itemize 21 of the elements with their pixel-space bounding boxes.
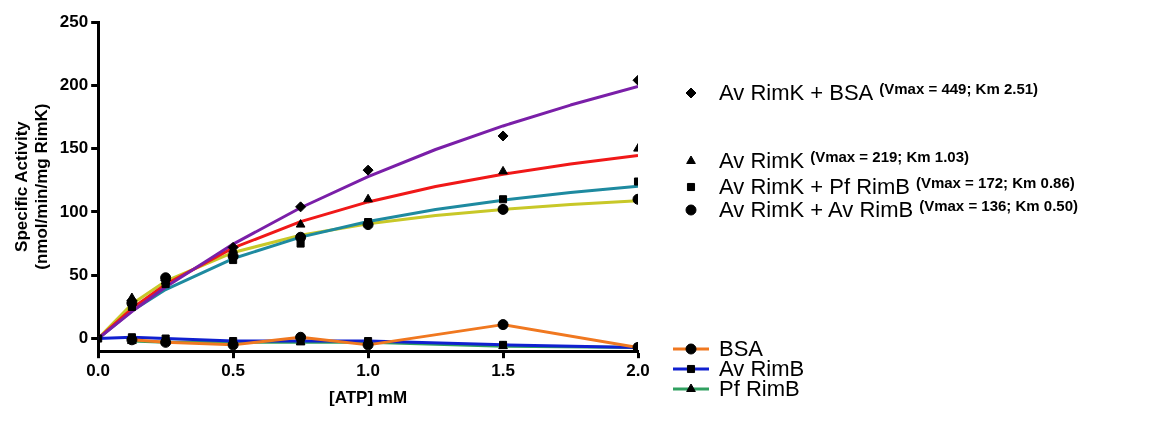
text: (Vmax = 449; Km 2.51)	[879, 80, 1039, 97]
y-tick-label: 50	[69, 264, 89, 284]
x-tick-label: 1.0	[356, 361, 380, 381]
legend-label: Av RimK + BSA	[719, 80, 874, 106]
text: (Vmax = 136; Km 0.50)	[919, 197, 1079, 214]
y-axis-title: Specific Activity (nmol/min/mg RimK)	[11, 103, 52, 270]
legend-label: Av RimK + Av RimB	[719, 197, 914, 223]
y-tick-label: 150	[59, 138, 89, 158]
x-tick-label: 0.5	[221, 361, 245, 381]
text: (Vmax = 219; Km 1.03)	[810, 148, 970, 165]
y-tick-label: 200	[59, 75, 89, 94]
x-axis-title: [ATP] mM	[329, 388, 408, 408]
x-tick-label: 1.5	[491, 361, 515, 381]
legend-label: Av RimK	[719, 148, 805, 174]
x-tick-label: 2.0	[626, 361, 650, 381]
legend-label: Av RimK + Pf RimB	[719, 174, 910, 200]
x-tick-label: 0.0	[86, 361, 110, 381]
y-tick-label: 0	[78, 328, 89, 348]
y-tick-label: 250	[59, 11, 89, 31]
text: (Vmax = 172; Km 0.86)	[915, 174, 1075, 191]
y-tick-label: 100	[59, 201, 89, 221]
